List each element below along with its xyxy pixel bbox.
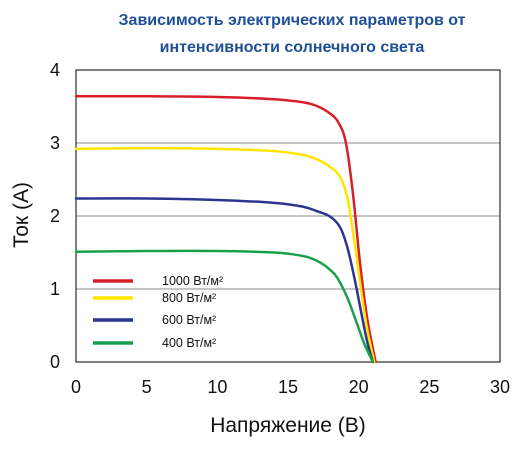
legend-label-2: 600 Вт/м² bbox=[162, 313, 216, 327]
series-lines bbox=[74, 94, 377, 364]
x-tick-label-5: 5 bbox=[142, 377, 152, 397]
legend-label-0: 1000 Вт/м² bbox=[162, 274, 223, 288]
x-tick-label-20: 20 bbox=[349, 377, 369, 397]
series-line-1 bbox=[74, 146, 376, 364]
y-tick-label-4: 4 bbox=[50, 60, 60, 80]
chart-title-line-1: Зависимость электрических параметров от bbox=[119, 12, 466, 29]
x-axis-label: Напряжение (В) bbox=[210, 414, 366, 437]
series-line-2 bbox=[74, 197, 375, 364]
grid-lines bbox=[76, 142, 500, 290]
series-line-0 bbox=[74, 94, 377, 364]
chart-title-line-2: интенсивности солнечного света bbox=[160, 39, 425, 56]
y-tick-label-0: 0 bbox=[50, 352, 60, 372]
y-tick-label-3: 3 bbox=[50, 133, 60, 153]
y-axis-label: Ток (А) bbox=[10, 182, 33, 248]
legend: 1000 Вт/м² 800 Вт/м² 600 Вт/м² 400 Вт/м² bbox=[93, 274, 223, 350]
x-tick-label-15: 15 bbox=[278, 377, 298, 397]
x-tick-label-10: 10 bbox=[207, 377, 227, 397]
y-tick-label-2: 2 bbox=[50, 206, 60, 226]
series-line-3 bbox=[74, 249, 375, 364]
legend-label-1: 800 Вт/м² bbox=[162, 291, 216, 305]
y-tick-label-1: 1 bbox=[50, 279, 60, 299]
tick-labels: 0 5 10 15 20 25 30 0 1 2 3 4 bbox=[50, 60, 510, 397]
x-tick-label-30: 30 bbox=[490, 377, 510, 397]
x-tick-label-25: 25 bbox=[419, 377, 439, 397]
legend-label-3: 400 Вт/м² bbox=[162, 336, 216, 350]
plot-frame bbox=[75, 69, 501, 363]
x-tick-label-0: 0 bbox=[71, 377, 81, 397]
